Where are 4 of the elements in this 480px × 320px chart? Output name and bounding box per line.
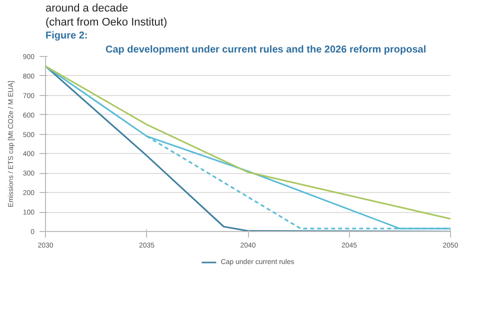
caption: Figure 2:: [46, 30, 88, 42]
chart-title: Cap development under current rules and the 2026 reform proposal: [106, 44, 426, 56]
text: (chart from Oeko Institut): [46, 16, 168, 28]
text: around a decade: [46, 2, 128, 14]
